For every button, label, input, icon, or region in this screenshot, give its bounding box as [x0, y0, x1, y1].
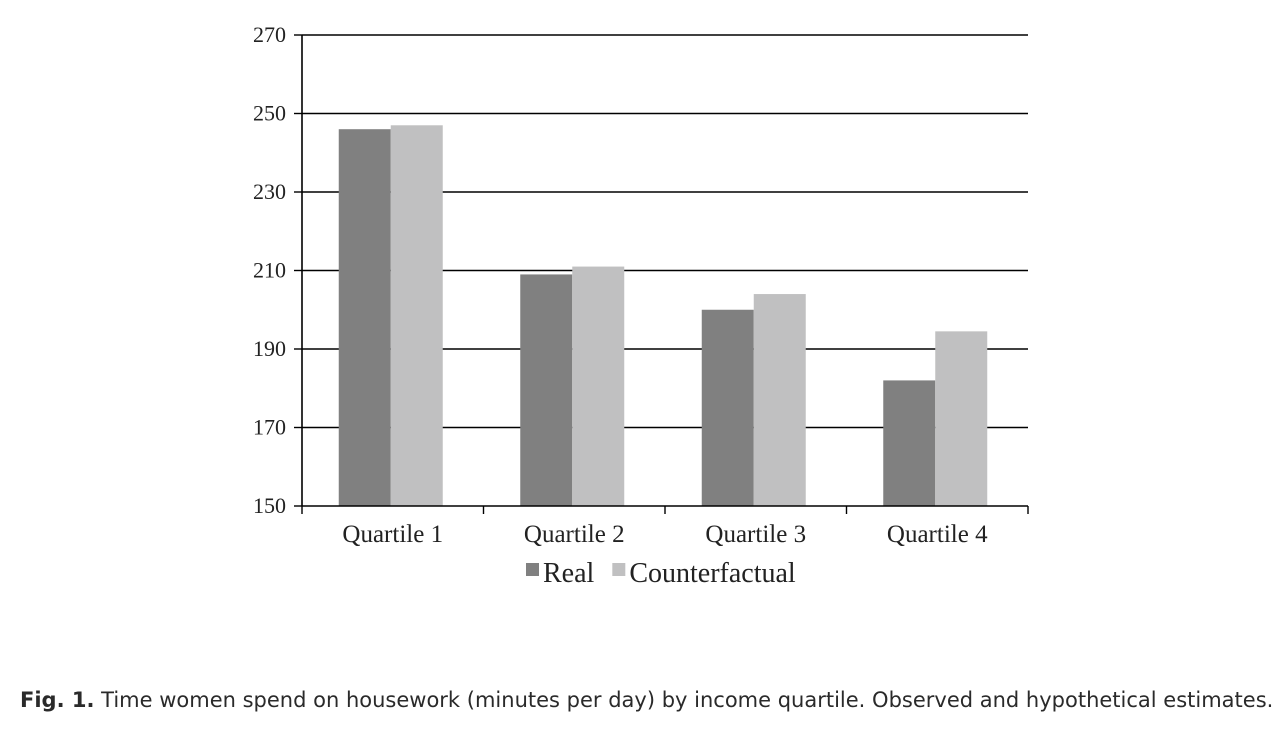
x-tick-labels: Quartile 1 Quartile 2 Quartile 3 Quartile 4 — [342, 521, 988, 548]
y-tick-label: 170 — [253, 415, 286, 440]
legend: Real Counterfactual — [526, 558, 796, 589]
x-tick-label: Quartile 4 — [887, 521, 988, 548]
figure-caption: Fig. 1. Time women spend on housework (m… — [20, 688, 1280, 712]
y-tick-label: 210 — [253, 258, 286, 283]
x-tick-label: Quartile 2 — [524, 521, 625, 548]
legend-label-counterfactual: Counterfactual — [629, 558, 796, 589]
bar-counterfactual — [572, 266, 625, 506]
x-tick-label: Quartile 1 — [342, 521, 443, 548]
bar-counterfactual — [935, 331, 988, 506]
x-tick-label: Quartile 3 — [705, 521, 806, 548]
legend-swatch-counterfactual — [612, 563, 626, 576]
bar-counterfactual — [753, 294, 806, 506]
y-tick-label: 150 — [253, 493, 286, 518]
caption-label: Fig. 1. — [20, 688, 95, 712]
y-tick-label: 190 — [253, 336, 286, 361]
bar-real — [338, 129, 391, 506]
y-tick-labels: 150 170 190 210 230 250 270 — [253, 22, 286, 518]
y-tick-label: 270 — [253, 22, 286, 47]
bar-real — [701, 309, 754, 506]
bar-real — [520, 274, 573, 506]
y-tick-label: 250 — [253, 101, 286, 126]
y-tick-label: 230 — [253, 179, 286, 204]
bar-real — [883, 380, 936, 506]
legend-label-real: Real — [543, 558, 595, 589]
axes — [294, 34, 1029, 514]
bars — [338, 125, 988, 507]
caption-text: Time women spend on housework (minutes p… — [101, 688, 1274, 712]
bar-counterfactual — [390, 125, 443, 507]
legend-swatch-real — [526, 563, 539, 576]
